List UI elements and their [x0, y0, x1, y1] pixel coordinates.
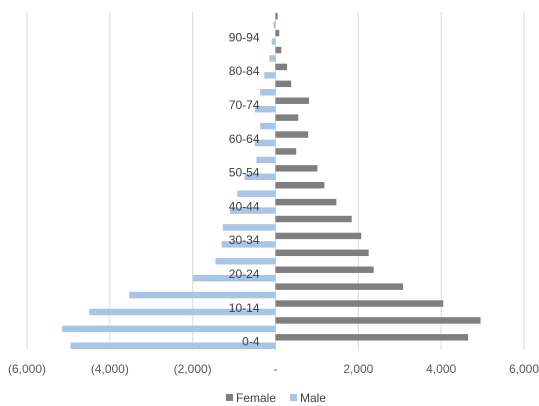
- bars: [62, 13, 481, 349]
- bar-female-45-49: [275, 182, 325, 189]
- category-label-90-94: 90-94: [229, 30, 260, 44]
- category-label-50-54: 50-54: [229, 166, 260, 180]
- bar-female-30-34: [275, 232, 362, 240]
- bar-male-95-99: [273, 21, 276, 28]
- bar-male-70-74: [254, 105, 276, 113]
- bar-female-60-64: [275, 131, 309, 138]
- bar-male-85-89: [269, 55, 276, 62]
- bar-female-25-29: [275, 249, 369, 257]
- bar-male-50-54: [244, 173, 276, 180]
- bar-female-10-14: [275, 300, 444, 307]
- legend-label-male: Male: [300, 391, 326, 405]
- x-tick-label-6: 6,000: [509, 362, 539, 376]
- bar-male-15-19: [129, 291, 276, 299]
- bar-female-80-84: [275, 63, 288, 71]
- bar-male-20-24: [192, 274, 276, 282]
- bar-female-50-54: [275, 165, 318, 172]
- legend-label-female: Female: [236, 391, 276, 405]
- x-tick-label-1: (4,000): [91, 362, 129, 376]
- bar-female-75-79: [275, 80, 292, 88]
- bar-male-5-9: [62, 325, 276, 333]
- bar-female-5-9: [275, 317, 481, 324]
- x-tick-label-5: 4,000: [426, 362, 456, 376]
- bar-male-65-69: [260, 122, 276, 130]
- bar-male-60-64: [254, 139, 276, 147]
- category-label-20-24: 20-24: [229, 267, 260, 281]
- bar-male-75-79: [260, 89, 276, 96]
- bar-female-55-59: [275, 148, 297, 155]
- category-label-30-34: 30-34: [229, 233, 260, 247]
- legend-swatch-female: [226, 394, 233, 401]
- bar-male-45-49: [237, 190, 276, 197]
- x-tick-label-3: -: [274, 362, 278, 376]
- category-label-70-74: 70-74: [229, 98, 260, 112]
- bar-male-90-94: [271, 38, 276, 45]
- category-label-80-84: 80-84: [229, 64, 260, 78]
- bar-female-95-99: [275, 13, 278, 20]
- legend-swatch-male: [290, 394, 297, 401]
- category-label-40-44: 40-44: [229, 199, 260, 213]
- bar-female-0-4: [275, 334, 469, 341]
- bar-female-90-94: [275, 29, 280, 37]
- bar-female-85-89: [275, 46, 282, 54]
- x-tick-label-0: (6,000): [8, 362, 46, 376]
- bar-male-55-59: [256, 156, 276, 164]
- bar-male-10-14: [89, 308, 276, 316]
- bar-female-70-74: [275, 97, 310, 104]
- bar-male-35-39: [222, 224, 276, 231]
- x-tick-label-2: (2,000): [174, 362, 212, 376]
- category-label-60-64: 60-64: [229, 132, 260, 146]
- x-tick-label-4: 2,000: [343, 362, 373, 376]
- bar-female-40-44: [275, 198, 337, 206]
- category-labels: 0-4 10-14 20-24 30-34 40-44 50-54 60-64 70-74 80…: [229, 30, 260, 348]
- bar-female-35-39: [275, 215, 352, 223]
- category-label-0-4: 0-4: [242, 335, 260, 349]
- bar-male-25-29: [215, 258, 276, 265]
- bar-male-0-4: [70, 342, 276, 349]
- legend: Female Male: [226, 391, 326, 405]
- x-axis-ticks: (6,000) (4,000) (2,000) - 2,000 4,000 6,000: [8, 362, 539, 376]
- category-label-10-14: 10-14: [229, 301, 260, 315]
- bar-female-15-19: [275, 283, 404, 290]
- bar-female-20-24: [275, 266, 374, 273]
- bar-male-40-44: [229, 207, 276, 214]
- bar-male-80-84: [264, 72, 276, 79]
- gridlines: [26, 12, 525, 350]
- bar-female-65-69: [275, 114, 299, 121]
- bar-male-30-34: [221, 241, 276, 248]
